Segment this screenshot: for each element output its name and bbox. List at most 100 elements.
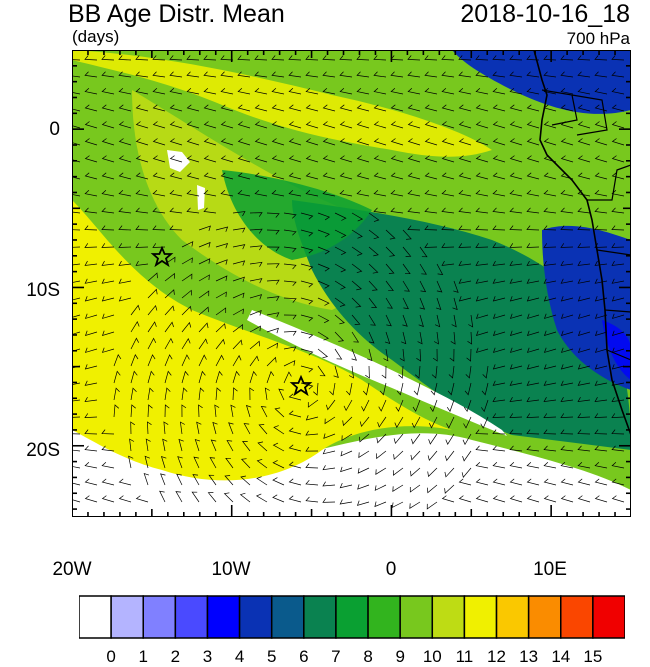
wind-barb [492,225,506,231]
wind-barb [462,450,472,462]
wind-barb [118,138,132,146]
wind-barb [266,312,280,318]
wind-barb [147,288,158,299]
wind-barb [152,87,166,95]
wind-barb [215,291,227,299]
wind-barb [526,429,540,435]
wind-barb [396,382,404,396]
wind-barb [343,399,353,412]
wind-barb [509,296,523,302]
wind-barb [441,55,455,61]
wind-barb [560,87,574,95]
wind-barb [492,55,506,61]
field-region-yellow [72,200,452,481]
wind-barb [135,155,149,163]
wind-barb [390,87,404,95]
wind-barb [215,338,226,350]
wind-barb [441,207,455,214]
wind-barb [198,338,208,350]
wind-barb [441,104,455,112]
wind-barb [526,190,540,197]
wind-barb [560,330,574,337]
wind-barb [130,421,135,435]
wind-barb [475,225,489,231]
wind-barb [232,339,243,350]
wind-barb [232,244,246,250]
country-border [541,89,631,361]
wind-barb [101,87,115,95]
wind-barb [300,263,314,271]
wind-barb [223,492,234,503]
wind-barb [266,296,280,302]
wind-barb [135,121,149,129]
colorbar-swatch [560,595,594,639]
wind-barb [249,228,263,234]
wind-barb [452,297,458,311]
wind-barb [181,404,187,418]
wind-barb [492,413,506,418]
wind-barb [283,360,296,367]
wind-barb [509,413,523,418]
wind-barb [444,484,455,494]
wind-barb [198,290,210,299]
colorbar [79,595,625,639]
field-region-darkgreen [292,200,631,450]
wind-barb [203,190,217,197]
wind-barb [395,399,404,412]
wind-barb [118,55,132,61]
wind-barb [152,190,166,197]
colorbar-swatch [592,595,625,639]
colorbar-label: 15 [583,647,603,666]
wind-barb [101,330,115,337]
wind-barb [342,416,353,427]
wind-barb [611,462,625,469]
wind-barb [186,87,200,95]
wind-barb [526,87,540,95]
wind-barb [118,190,132,197]
wind-barb [72,416,81,418]
wind-barb [351,348,357,361]
wind-barb [418,314,424,328]
wind-barb [334,331,345,342]
wind-barb [402,229,412,240]
wind-barb [84,55,98,61]
wind-barb [273,425,285,435]
wind-barb [427,450,438,461]
wind-barb [317,314,330,324]
wind-barb [237,87,251,95]
wind-barb [266,356,277,367]
wind-barb [407,172,421,180]
level-label: 700 hPa [566,29,630,48]
wind-barb [300,348,314,356]
wind-barb [480,416,489,429]
wind-barb [441,495,455,503]
wind-barb [351,229,363,239]
lat-label-20s: 20S [26,440,60,461]
wind-barb [203,172,217,180]
wind-barb [72,263,81,266]
wind-barb [84,87,98,95]
wind-barb [72,75,81,78]
wind-barb [339,71,353,78]
wind-barb [362,382,370,396]
wind-barb [594,138,608,146]
wind-barb [255,493,268,503]
colorbar-swatch [431,595,466,639]
wind-barb [509,462,523,469]
wind-barb [186,71,200,78]
wind-barb [509,260,523,266]
field-front-streak [247,310,507,436]
field-region-green [222,170,372,260]
wind-barb [163,421,169,435]
wind-barb [373,55,387,61]
wind-barb [475,445,489,452]
wind-barb [215,370,223,384]
wind-barb [429,399,438,413]
wind-barb [323,433,336,439]
wind-barb [147,272,158,282]
wind-barb [249,387,255,401]
wind-barb [101,138,115,146]
wind-barb [339,155,353,163]
colorbar-label: 5 [266,647,277,666]
wind-barb [351,212,364,222]
